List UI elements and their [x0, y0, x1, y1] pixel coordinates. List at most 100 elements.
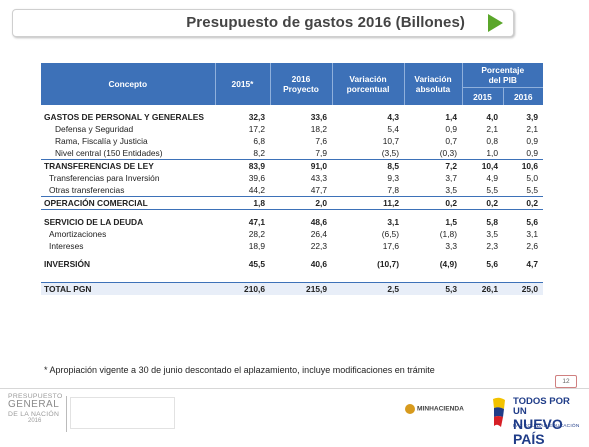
- minhacienda-logo: MINHACIENDA: [405, 404, 464, 414]
- cell-pib-2015: 10,4: [462, 159, 503, 172]
- cell-var-abs: 3,7: [445, 173, 457, 183]
- cell-pib-2015: 26,1: [462, 282, 503, 295]
- table-row: Nivel central (150 Entidades) 8,2 7,9 (3…: [41, 147, 543, 160]
- cell-var-porc: 8,5: [332, 159, 404, 172]
- cell-var-porc: 5,4: [387, 124, 399, 134]
- cell-2016: 48,6: [310, 217, 327, 227]
- cell-var-abs: (4,9): [439, 259, 457, 269]
- table-row: Otras transferencias 44,2 47,7 7,8 3,5 5…: [41, 184, 543, 197]
- table-row: OPERACIÓN COMERCIAL 1,8 2,0 11,2 0,2 0,2…: [41, 196, 544, 210]
- cell-pib-2016: 25,0: [503, 282, 544, 295]
- flag-icon: [493, 397, 505, 427]
- cell-2016: 7,9: [315, 148, 327, 158]
- cell-2016: 26,4: [310, 229, 327, 239]
- footer-divider: [0, 388, 589, 389]
- table-row: Intereses 18,9 22,3 17,6 3,3 2,3 2,6: [41, 240, 543, 252]
- cell-pib-2016: 4,7: [526, 259, 539, 269]
- cell-pib-2016: 3,1: [526, 229, 539, 239]
- cell-var-abs: (1,8): [439, 229, 457, 239]
- header-var-porc-line2: porcentual: [346, 84, 390, 94]
- cell-concepto: SERVICIO DE LA DEUDA: [44, 217, 144, 227]
- cell-pib-2015: 5,5: [486, 185, 498, 195]
- cell-2016: 40,6: [310, 259, 327, 269]
- logo-line4: 2016: [28, 417, 42, 424]
- table-row: INVERSIÓN 45,5 40,6 (10,7) (4,9) 5,6 4,7: [41, 258, 543, 270]
- cell-var-abs: 0,9: [445, 124, 457, 134]
- header-pib-line1: Porcentaje: [481, 65, 525, 75]
- header-pib-line2: del PIB: [488, 75, 517, 85]
- cell-pib-2015: 5,6: [486, 259, 498, 269]
- cell-pib-2015: 2,1: [486, 124, 498, 134]
- cell-pib-2015: 4,9: [486, 173, 498, 183]
- cell-var-porc: (6,5): [381, 229, 399, 239]
- cell-2015: 210,6: [215, 282, 270, 295]
- footnote: * Apropiación vigente a 30 de junio desc…: [44, 365, 435, 375]
- header-pib-2016: 2016: [503, 87, 544, 105]
- cell-pib-2016: 2,1: [526, 124, 539, 134]
- cell-pib-2016: 2,6: [526, 241, 539, 251]
- header-pib-2015: 2015: [462, 87, 504, 105]
- cell-2015: 83,9: [215, 159, 270, 172]
- budget-table-container: Concepto 2015* 2016 Proyecto Variación por…: [41, 63, 544, 295]
- slide-title: Presupuesto de gastos 2016 (Billones): [186, 14, 465, 31]
- coat-of-arms-icon: [405, 404, 415, 414]
- logo-line2: GENERAL: [8, 399, 60, 411]
- cell-var-abs: 3,5: [445, 185, 457, 195]
- cell-var-porc: 3,1: [387, 217, 399, 227]
- cell-2016: 47,7: [310, 185, 327, 195]
- table-row: Transferencias para Inversión 39,6 43,3 …: [41, 172, 543, 184]
- presupuesto-logo: PRESUPUESTO GENERAL DE LA NACIÓN 2016: [8, 393, 63, 437]
- cell-concepto: GASTOS DE PERSONAL Y GENERALES: [44, 112, 204, 122]
- cell-var-abs: 0,7: [445, 136, 457, 146]
- cell-var-porc: 4,3: [387, 112, 399, 122]
- cell-concepto: OPERACIÓN COMERCIAL: [41, 196, 215, 210]
- cell-var-abs: 5,3: [404, 282, 462, 295]
- cell-pib-2016: 5,5: [526, 185, 539, 195]
- cell-concepto: Transferencias para Inversión: [49, 173, 160, 183]
- cell-2016: 91,0: [270, 159, 332, 172]
- cell-var-porc: 10,7: [382, 136, 399, 146]
- footer-blank-box: [70, 397, 175, 429]
- cell-pib-2015: 1,0: [486, 148, 498, 158]
- cell-var-abs: 7,2: [404, 159, 462, 172]
- table-row-total: TOTAL PGN 210,6 215,9 2,5 5,3 26,1 25,0: [41, 282, 544, 295]
- cell-var-abs: 1,4: [445, 112, 457, 122]
- cell-pib-2016: 0,9: [526, 136, 539, 146]
- cell-2016: 215,9: [270, 282, 332, 295]
- cell-var-porc: 11,2: [332, 196, 404, 210]
- header-concepto: Concepto: [41, 63, 216, 105]
- footer-separator: [66, 396, 67, 432]
- cell-concepto: Defensa y Seguridad: [55, 124, 134, 134]
- cell-2015: 32,3: [248, 112, 265, 122]
- cell-var-abs: 1,5: [445, 217, 457, 227]
- logo-text-line2: NUEVO PAÍS: [513, 415, 563, 447]
- logo-motto: PAZ EQUIDAD EDUCACIÓN: [513, 424, 580, 429]
- ministry-label: MINHACIENDA: [417, 405, 464, 413]
- cell-2016: 43,3: [310, 173, 327, 183]
- header-proyecto-line1: 2016: [291, 74, 311, 84]
- cell-pib-2016: 5,6: [526, 217, 539, 227]
- cell-concepto: Intereses: [49, 241, 84, 251]
- cell-concepto: Otras transferencias: [49, 185, 125, 195]
- cell-pib-2016: 3,9: [526, 112, 539, 122]
- cell-2015: 28,2: [248, 229, 265, 239]
- cell-concepto: INVERSIÓN: [44, 259, 91, 269]
- cell-concepto: TOTAL PGN: [41, 282, 215, 295]
- cell-var-porc: 9,3: [387, 173, 399, 183]
- cell-pib-2015: 4,0: [486, 112, 498, 122]
- play-arrow-icon[interactable]: [488, 14, 503, 32]
- cell-2015: 44,2: [248, 185, 265, 195]
- cell-pib-2016: 10,6: [503, 159, 544, 172]
- page-number: 12: [555, 375, 577, 388]
- logo-text: TODOS POR UN NUEVO PAÍS: [513, 397, 584, 447]
- cell-2016: 7,6: [315, 136, 327, 146]
- header-proyecto-line2: Proyecto: [283, 84, 319, 94]
- cell-2015: 17,2: [248, 124, 265, 134]
- cell-pib-2015: 0,8: [486, 136, 498, 146]
- header-var-porc-line1: Variación: [349, 74, 387, 84]
- cell-2015: 1,8: [215, 196, 270, 210]
- cell-2015: 18,9: [248, 241, 265, 251]
- cell-2015: 45,5: [248, 259, 265, 269]
- cell-pib-2015: 3,5: [486, 229, 498, 239]
- cell-concepto: Amortizaciones: [49, 229, 107, 239]
